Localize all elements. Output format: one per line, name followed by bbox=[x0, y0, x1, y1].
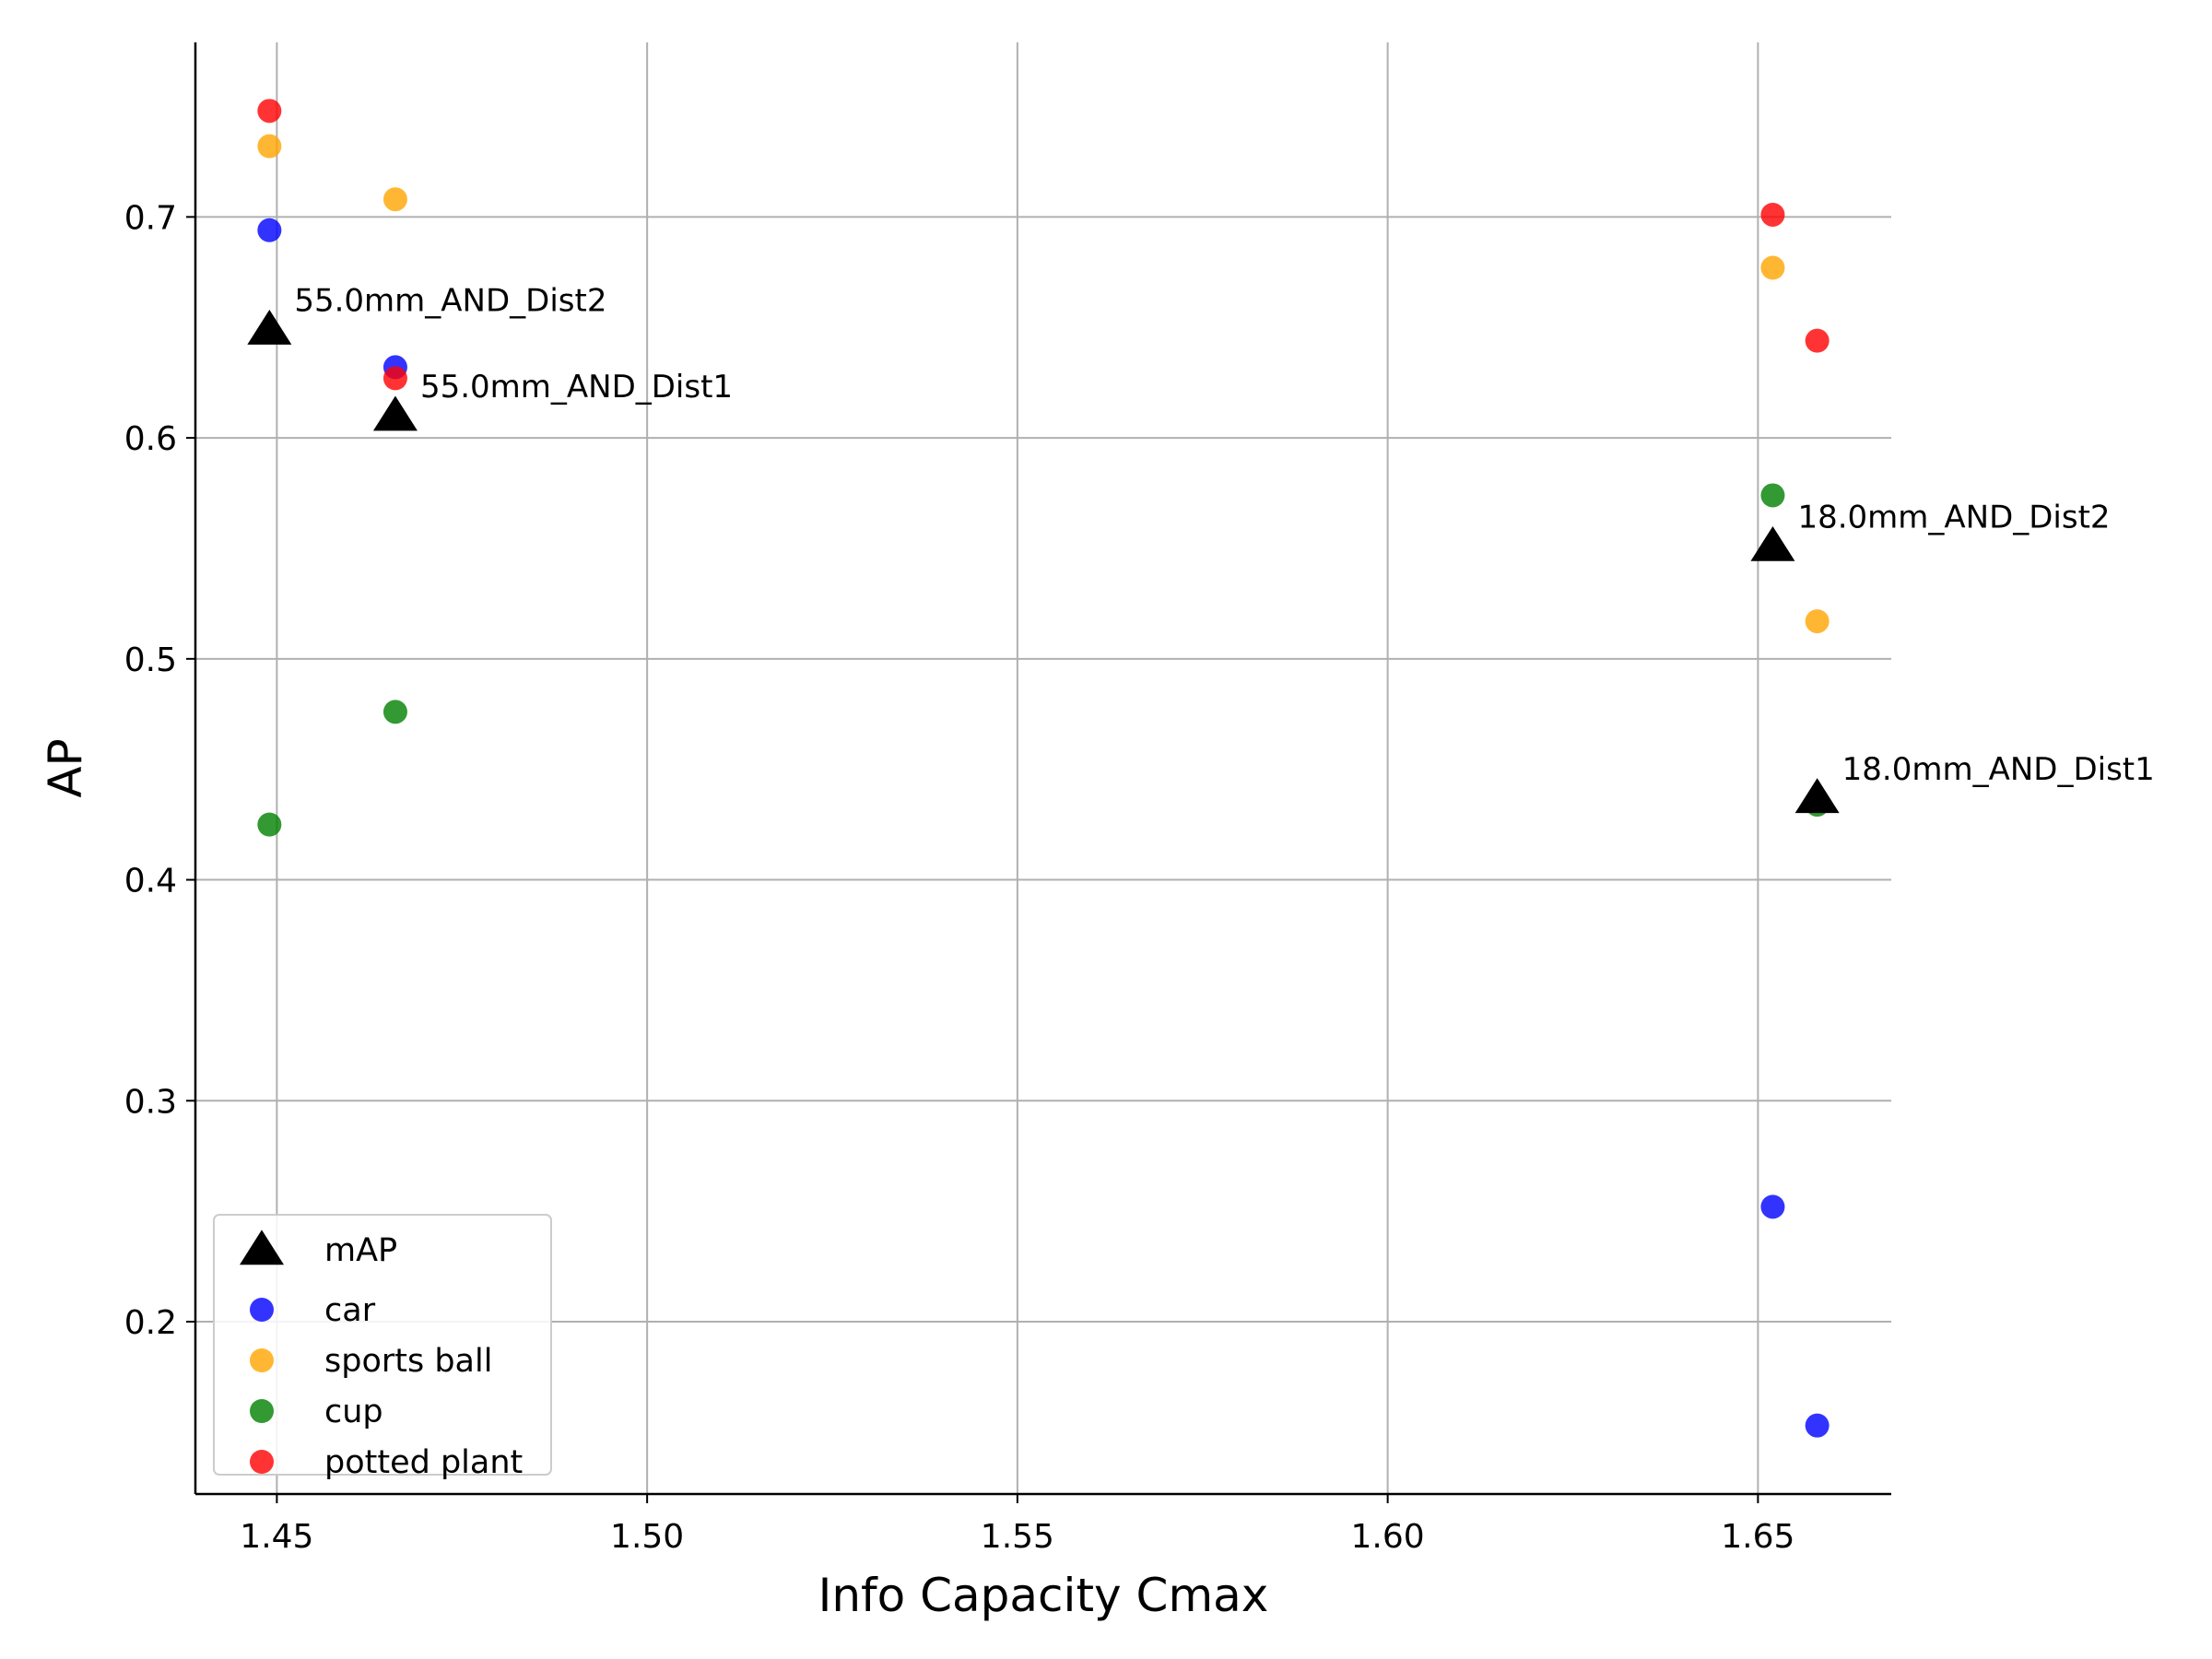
y-tick-label: 0.6 bbox=[124, 420, 177, 458]
sports-ball-point bbox=[1805, 609, 1830, 634]
axes: 1.45 1.50 1.55 1.60 1.65 0.2 0.3 0.4 0.5 0.6 0.7 bbox=[124, 42, 1891, 1556]
sports-ball-point bbox=[1760, 255, 1785, 280]
point-label: 18.0mm_AND_Dist1 bbox=[1842, 751, 2155, 788]
y-tick-label: 0.4 bbox=[124, 863, 177, 900]
x-tick-label: 1.60 bbox=[1351, 1518, 1425, 1556]
potted-plant-point bbox=[257, 99, 282, 124]
cup-point bbox=[1760, 483, 1785, 508]
map-point bbox=[247, 310, 292, 345]
y-tick-label: 0.2 bbox=[124, 1304, 177, 1342]
y-axis-title: AP bbox=[39, 738, 92, 797]
x-tick-label: 1.55 bbox=[981, 1518, 1054, 1556]
y-tick-label: 0.3 bbox=[124, 1083, 177, 1121]
x-tick-label: 1.65 bbox=[1721, 1518, 1794, 1556]
sports-ball-point bbox=[257, 134, 282, 159]
point-label: 55.0mm_AND_Dist1 bbox=[420, 369, 733, 406]
legend-marker-car bbox=[250, 1298, 274, 1322]
point-label: 18.0mm_AND_Dist2 bbox=[1797, 500, 2110, 536]
legend-label-sports-ball: sports ball bbox=[324, 1343, 492, 1380]
cup-point bbox=[382, 700, 407, 724]
legend-box bbox=[213, 1214, 552, 1476]
x-tick-label: 1.50 bbox=[610, 1518, 684, 1556]
cup-point bbox=[257, 812, 282, 837]
y-tick-label: 0.7 bbox=[124, 199, 177, 237]
car-point bbox=[1760, 1194, 1785, 1219]
x-tick-label: 1.45 bbox=[240, 1518, 313, 1556]
legend-label-map: mAP bbox=[324, 1232, 397, 1269]
point-annotations: 55.0mm_AND_Dist2 55.0mm_AND_Dist1 18.0mm_A… bbox=[294, 283, 2154, 788]
legend-label-cup: cup bbox=[324, 1394, 383, 1430]
point-label: 55.0mm_AND_Dist2 bbox=[294, 283, 606, 320]
legend-marker-sports-ball bbox=[250, 1348, 274, 1372]
map-point bbox=[372, 395, 418, 431]
legend-marker-potted-plant bbox=[250, 1450, 274, 1474]
legend-label-potted-plant: potted plant bbox=[324, 1444, 523, 1481]
car-point bbox=[1805, 1413, 1830, 1438]
legend-marker-map bbox=[240, 1230, 284, 1265]
data-points bbox=[247, 99, 1840, 1438]
potted-plant-point bbox=[1760, 202, 1785, 227]
legend-marker-cup bbox=[250, 1399, 274, 1423]
potted-plant-point bbox=[382, 366, 407, 391]
map-point bbox=[1794, 778, 1840, 814]
car-point bbox=[257, 218, 282, 242]
x-axis-title: Info Capacity Cmax bbox=[818, 1569, 1269, 1622]
legend: mAP car sports ball cup potted plant bbox=[213, 1214, 552, 1481]
legend-label-car: car bbox=[324, 1292, 376, 1329]
map-point bbox=[1750, 525, 1795, 561]
sports-ball-point bbox=[382, 187, 407, 212]
potted-plant-point bbox=[1805, 328, 1830, 353]
y-tick-label: 0.5 bbox=[124, 641, 177, 679]
